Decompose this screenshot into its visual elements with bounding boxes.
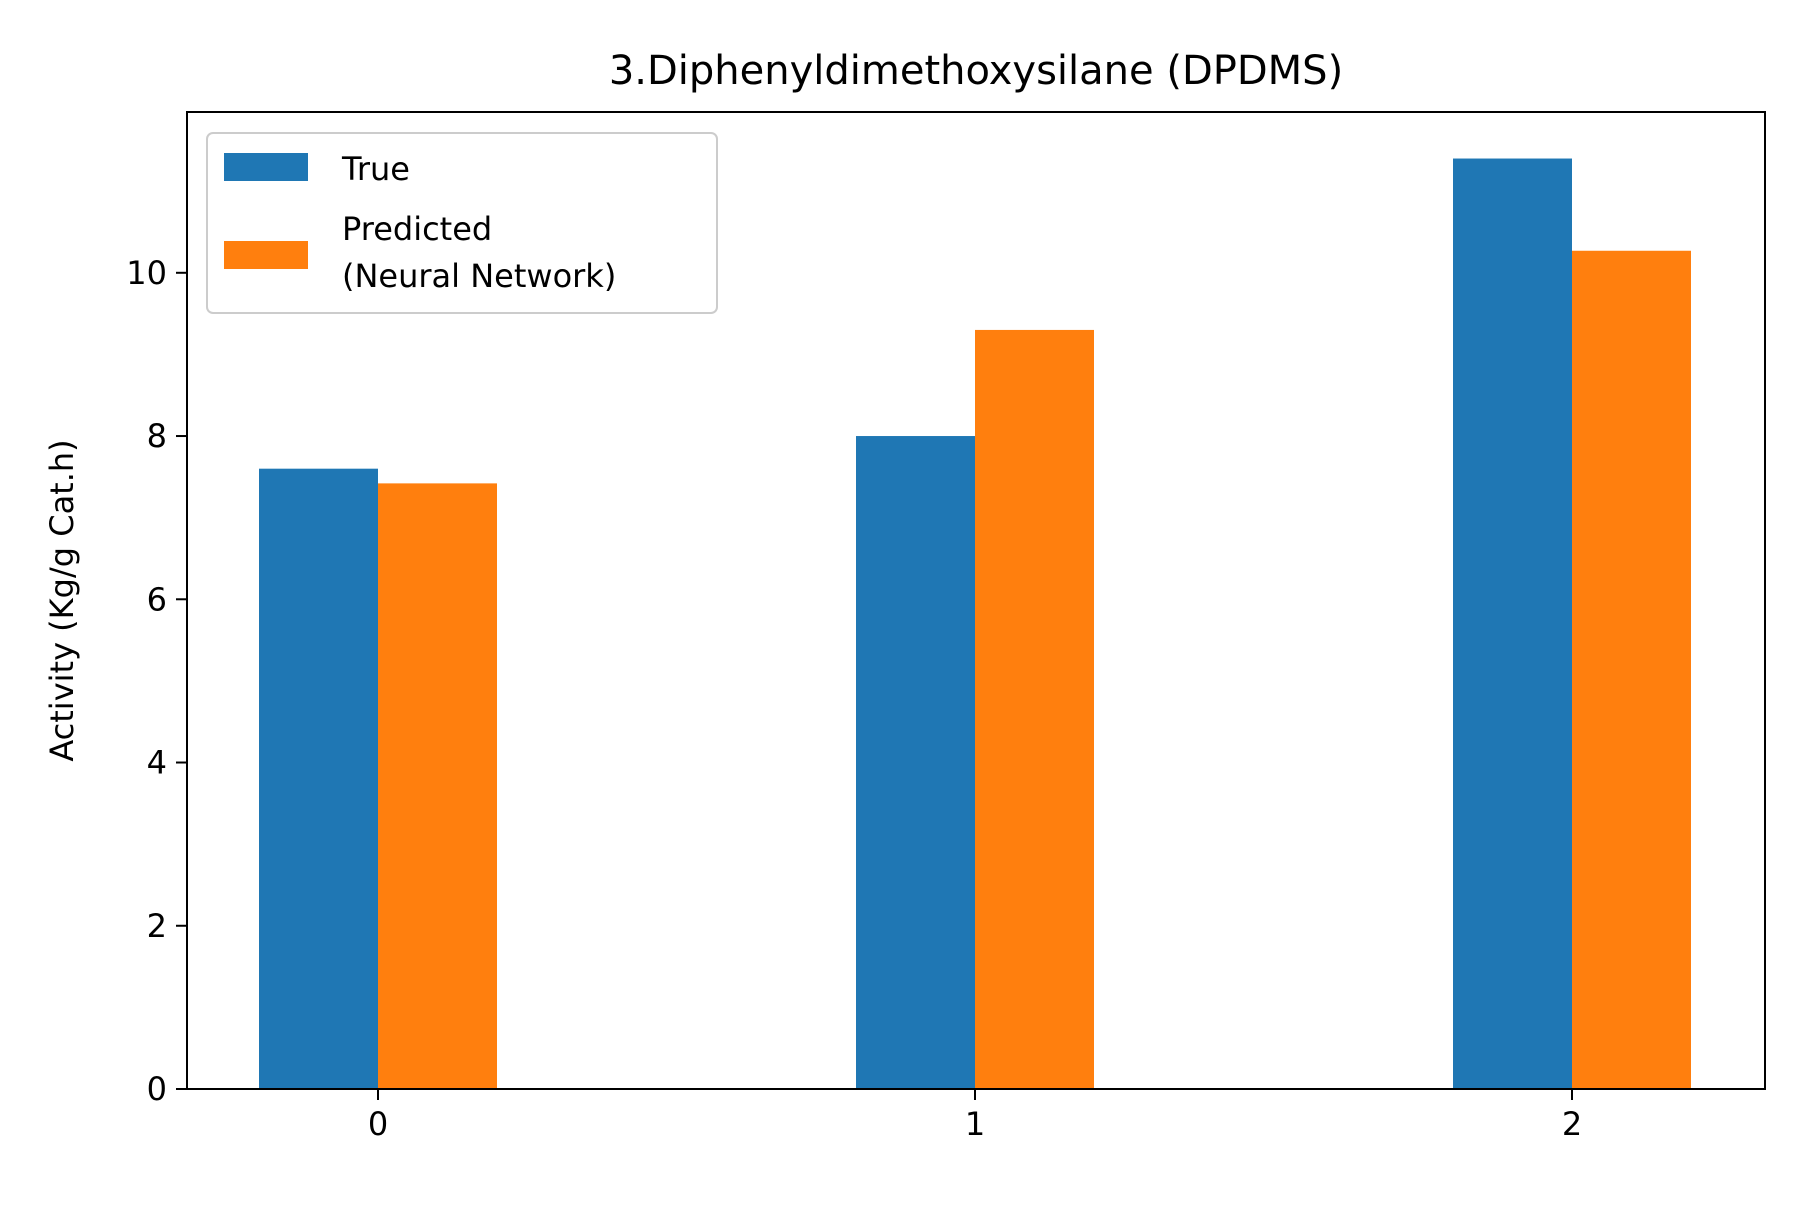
- y-tick-label: 0: [147, 1070, 167, 1108]
- bar-true-2: [1453, 158, 1572, 1089]
- y-axis-label: Activity (Kg/g Cat.h): [43, 439, 81, 761]
- bar-true-0: [259, 468, 378, 1090]
- bar-true-1: [856, 436, 975, 1089]
- legend-swatch: [224, 153, 308, 181]
- legend-box: [206, 132, 718, 314]
- chart-title: 3.Diphenyldimethoxysilane (DPDMS): [609, 48, 1343, 94]
- legend: True Predicted (Neural Network): [206, 132, 718, 314]
- x-axis: 0 1 2: [368, 1089, 1582, 1143]
- x-tick-label: 0: [368, 1105, 388, 1143]
- y-tick-label: 6: [147, 580, 167, 618]
- legend-swatch: [224, 241, 308, 269]
- legend-label: (Neural Network): [342, 257, 616, 295]
- bar-predicted-0: [378, 483, 497, 1089]
- y-tick-label: 10: [126, 254, 167, 292]
- y-axis: 0 2 4 6 8 10: [126, 254, 187, 1108]
- bar-predicted-1: [975, 329, 1094, 1089]
- bars-layer: [259, 158, 1691, 1090]
- y-tick-label: 4: [147, 744, 167, 782]
- x-tick-label: 2: [1562, 1105, 1582, 1143]
- y-tick-label: 2: [147, 907, 167, 945]
- axes-frame: [186, 111, 1766, 1090]
- bar-predicted-2: [1572, 250, 1691, 1089]
- legend-label: Predicted: [342, 210, 492, 248]
- y-tick-label: 8: [147, 417, 167, 455]
- legend-label: True: [341, 150, 410, 188]
- x-tick-label: 1: [965, 1105, 985, 1143]
